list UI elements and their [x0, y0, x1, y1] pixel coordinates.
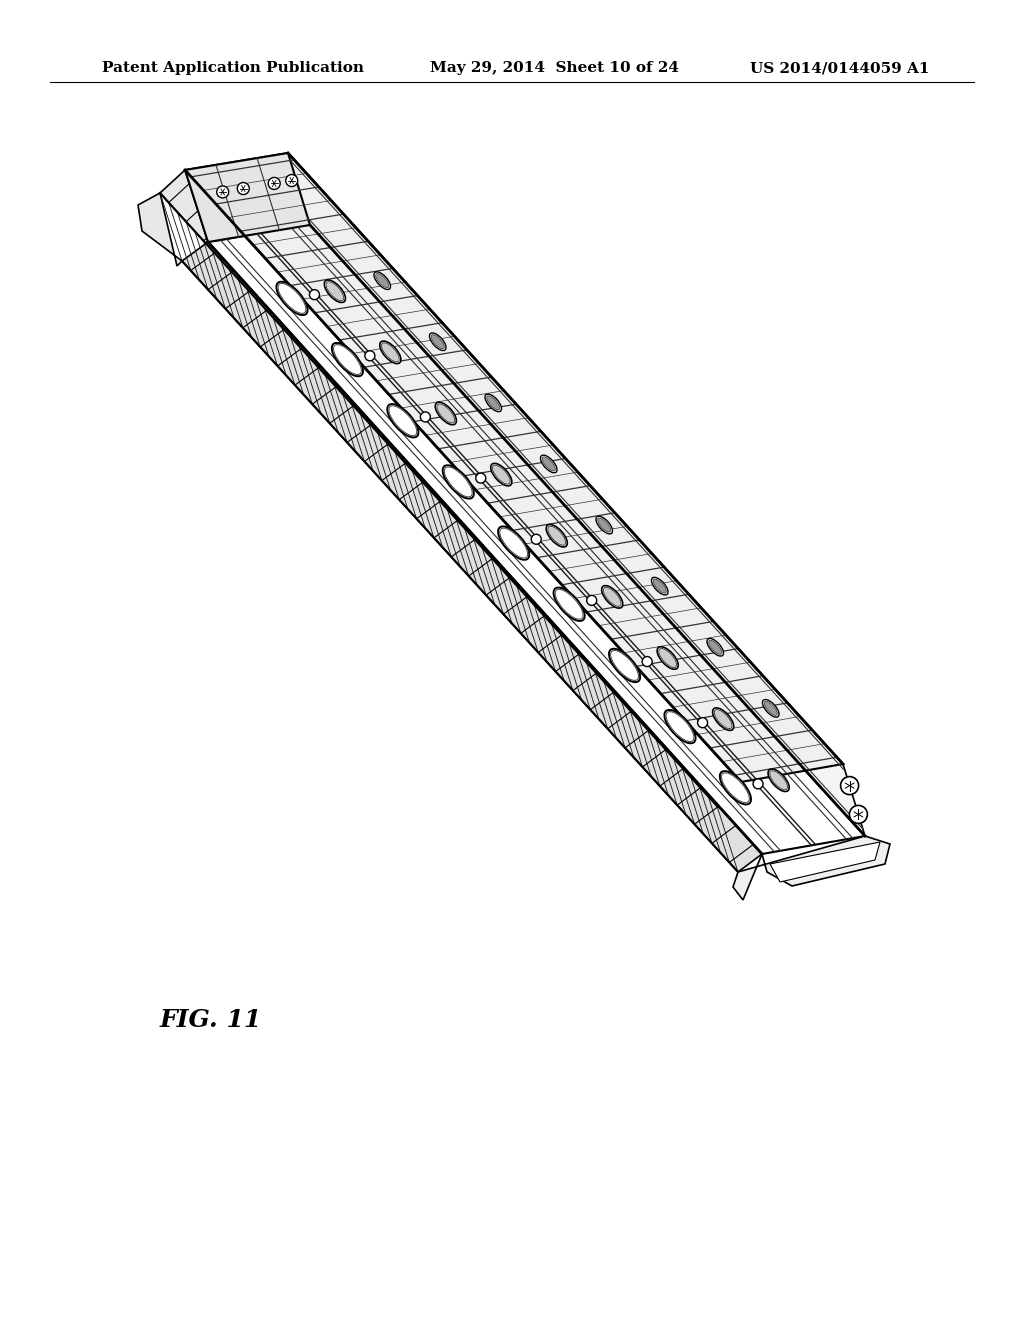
Text: May 29, 2014  Sheet 10 of 24: May 29, 2014 Sheet 10 of 24	[430, 61, 679, 75]
Ellipse shape	[764, 701, 777, 715]
Ellipse shape	[387, 404, 419, 437]
Ellipse shape	[658, 648, 677, 668]
Circle shape	[217, 186, 228, 198]
Circle shape	[849, 805, 867, 824]
Ellipse shape	[548, 527, 565, 545]
Ellipse shape	[554, 587, 585, 620]
Ellipse shape	[429, 333, 446, 351]
Ellipse shape	[376, 273, 389, 288]
Ellipse shape	[722, 772, 750, 803]
Ellipse shape	[389, 405, 417, 436]
Ellipse shape	[602, 586, 623, 609]
Ellipse shape	[666, 711, 694, 742]
Circle shape	[365, 351, 375, 360]
Polygon shape	[185, 153, 310, 242]
Circle shape	[587, 595, 597, 606]
Ellipse shape	[609, 648, 640, 682]
Polygon shape	[160, 170, 741, 807]
Ellipse shape	[279, 284, 306, 313]
Ellipse shape	[486, 396, 500, 411]
Ellipse shape	[707, 639, 724, 656]
Circle shape	[420, 412, 430, 422]
Ellipse shape	[493, 465, 510, 484]
Circle shape	[476, 473, 485, 483]
Ellipse shape	[334, 345, 361, 375]
Text: Patent Application Publication: Patent Application Publication	[102, 61, 364, 75]
Ellipse shape	[437, 404, 455, 422]
Circle shape	[697, 718, 708, 727]
Ellipse shape	[715, 710, 732, 729]
Ellipse shape	[763, 700, 779, 717]
Text: FIG. 11: FIG. 11	[160, 1008, 262, 1032]
Circle shape	[531, 535, 542, 544]
Circle shape	[238, 182, 249, 194]
Ellipse shape	[770, 771, 787, 789]
Ellipse shape	[382, 343, 399, 362]
Ellipse shape	[431, 335, 444, 348]
Polygon shape	[138, 193, 182, 267]
Ellipse shape	[442, 465, 474, 499]
Ellipse shape	[490, 463, 512, 486]
Ellipse shape	[325, 280, 345, 302]
Circle shape	[309, 289, 319, 300]
Ellipse shape	[768, 770, 790, 792]
Ellipse shape	[541, 455, 557, 473]
Ellipse shape	[546, 524, 567, 546]
Ellipse shape	[665, 710, 695, 743]
Ellipse shape	[444, 467, 472, 496]
Ellipse shape	[610, 651, 639, 680]
Ellipse shape	[542, 457, 555, 471]
Ellipse shape	[657, 647, 678, 669]
Ellipse shape	[380, 341, 401, 363]
Ellipse shape	[653, 579, 667, 593]
Circle shape	[753, 779, 763, 789]
Ellipse shape	[500, 528, 527, 558]
Ellipse shape	[596, 516, 612, 533]
Ellipse shape	[555, 589, 583, 619]
Ellipse shape	[709, 640, 722, 655]
Ellipse shape	[720, 771, 751, 804]
Polygon shape	[185, 170, 762, 854]
Ellipse shape	[326, 281, 344, 301]
Polygon shape	[770, 842, 880, 882]
Ellipse shape	[603, 587, 622, 606]
Ellipse shape	[276, 281, 307, 315]
Polygon shape	[733, 836, 890, 900]
Polygon shape	[182, 242, 762, 873]
Ellipse shape	[374, 272, 390, 289]
Ellipse shape	[598, 517, 611, 532]
Circle shape	[268, 177, 281, 190]
Ellipse shape	[435, 403, 457, 425]
Polygon shape	[208, 224, 865, 854]
Ellipse shape	[651, 577, 668, 595]
Circle shape	[286, 174, 298, 186]
Circle shape	[642, 656, 652, 667]
Polygon shape	[288, 153, 865, 836]
Ellipse shape	[485, 395, 502, 412]
Text: US 2014/0144059 A1: US 2014/0144059 A1	[750, 61, 930, 75]
Ellipse shape	[713, 708, 734, 730]
Ellipse shape	[498, 527, 529, 560]
Circle shape	[841, 776, 858, 795]
Ellipse shape	[332, 343, 364, 376]
Polygon shape	[185, 153, 843, 781]
